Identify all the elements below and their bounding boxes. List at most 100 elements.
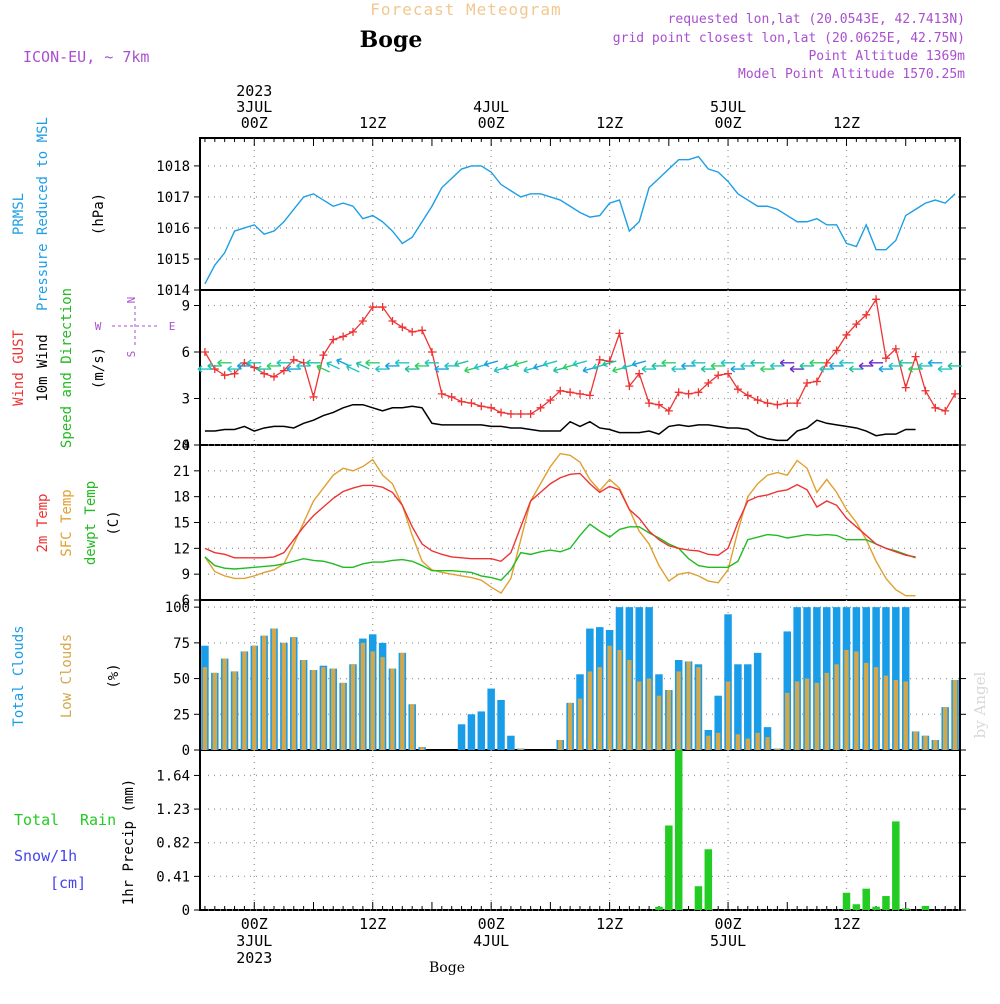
wind-gust-line-marker (585, 391, 594, 400)
panel-frame-pressure (199, 137, 961, 291)
low-cloud-bar (637, 681, 642, 750)
wind-arrow (710, 362, 726, 370)
low-cloud-bar (567, 702, 573, 750)
wind-arrow (602, 360, 617, 368)
y-tick-label: 1.23 (156, 802, 190, 818)
wind-arrow-shape (927, 359, 943, 367)
wind-arrow (414, 362, 430, 370)
wind-arrow (296, 362, 311, 370)
wind-arrow (316, 364, 331, 373)
y-axis-label: SFC Temp (59, 489, 75, 556)
wind-arrow-shape (651, 362, 666, 370)
y-tick-label: 0 (182, 438, 190, 454)
low-cloud-bar (607, 645, 612, 750)
wind-arrow (394, 359, 410, 367)
wind-arrow-shape (710, 362, 726, 370)
wind-gust-line-marker (309, 392, 318, 401)
total-cloud-bar (793, 607, 801, 750)
wind-speed-line (204, 403, 916, 442)
wind-gust-line-marker (605, 357, 614, 366)
wind-gust-line-marker (615, 329, 624, 338)
point-altitude: Point Altitude 1369m (808, 49, 965, 64)
wind-arrow-shape (513, 360, 528, 368)
low-cloud-bar (745, 738, 750, 750)
wind-arrow (227, 365, 242, 373)
compass-north: N (125, 297, 138, 304)
wind-arrow-shape (898, 359, 913, 367)
wind-arrow-shape (346, 364, 360, 373)
sfc-temp-line (204, 452, 916, 597)
wind-arrow (197, 365, 212, 373)
time-label-top: 12Z (833, 114, 860, 132)
wind-arrow-shape (799, 362, 815, 370)
time-label-top: 5JUL (710, 98, 746, 116)
requested-coords: requested lon,lat (20.0543E, 42.7413N) (668, 12, 965, 27)
total-cloud-bar (477, 711, 486, 750)
wind-arrow (839, 359, 854, 367)
compass-west: W (95, 320, 102, 333)
wind-arrow (404, 365, 420, 373)
compass-east: E (169, 320, 176, 333)
wind-arrow-shape (750, 359, 765, 367)
y-axis-label: 1hr Precip (mm) (121, 779, 137, 905)
wind-gust-line-marker (339, 332, 348, 341)
low-cloud-bar (804, 678, 810, 750)
y-tick-label: 9 (182, 567, 190, 583)
wind-gust-line-marker (724, 369, 733, 378)
wind-arrow (789, 365, 805, 373)
wind-arrow-shape (789, 365, 805, 373)
time-label-top: 00Z (715, 114, 742, 132)
wind-gust-line-marker (714, 371, 723, 380)
wind-arrow (809, 359, 824, 367)
y-tick-label: 0 (182, 903, 190, 919)
wind-gust-line-marker (289, 355, 298, 364)
wind-gust-line-marker (803, 379, 812, 387)
wind-arrow-shape (868, 359, 884, 367)
wind-arrow (375, 365, 390, 373)
time-label-top: 2023 (236, 82, 272, 100)
rain-bar (862, 888, 870, 910)
wind-gust-line-marker (526, 410, 535, 418)
low-cloud-bar (321, 667, 326, 750)
wind-arrow-shape (316, 364, 331, 373)
low-cloud-bar (735, 734, 741, 750)
rain-bar (872, 906, 880, 910)
y-tick-label: 75 (173, 636, 190, 652)
low-cloud-bar (923, 735, 928, 750)
y-axis-label: Wind GUST (11, 330, 27, 406)
rain-bar (901, 908, 910, 910)
wind-arrow (276, 359, 291, 367)
low-cloud-bar (696, 667, 701, 750)
wind-arrow (217, 359, 232, 367)
low-cloud-bar (893, 680, 899, 750)
low-cloud-bar (834, 664, 839, 750)
wind-gust-line-marker (595, 355, 604, 364)
y-tick-label: 25 (173, 707, 190, 723)
wind-arrow-shape (858, 362, 874, 370)
total-cloud-bar (783, 631, 792, 750)
time-label-bottom: 3JUL (236, 932, 272, 950)
wind-gust-line-marker (704, 379, 713, 387)
wind-arrow (819, 365, 834, 373)
wind-arrow-shape (414, 362, 430, 370)
low-cloud-bar (370, 651, 375, 750)
wind-gust-line-marker (398, 323, 407, 332)
y-axis-label: (hPa) (91, 193, 107, 235)
wind-gust-line-marker (319, 351, 328, 360)
total-cloud-bar (497, 700, 505, 750)
low-cloud-bar (518, 748, 523, 750)
wind-gust-line-marker (635, 369, 644, 378)
low-cloud-bar (716, 732, 721, 750)
compass-south: S (125, 351, 138, 358)
low-cloud-bar (271, 628, 277, 750)
wind-arrow-shape (661, 359, 676, 367)
wind-arrow-shape (543, 360, 558, 368)
wind-gust-line-marker (625, 382, 634, 391)
low-cloud-bar (617, 650, 622, 750)
wind-arrow (365, 359, 380, 367)
total-cloud-bar (487, 688, 495, 750)
wind-arrow (760, 365, 775, 373)
wind-arrow (769, 362, 785, 370)
wind-gust-line-marker (763, 399, 772, 408)
rain-bar (655, 906, 663, 910)
